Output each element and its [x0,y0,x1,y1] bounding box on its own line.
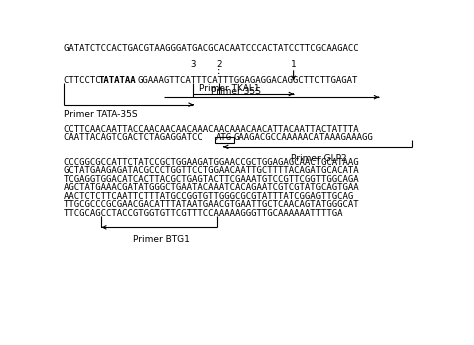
Text: TATATAA: TATATAA [98,76,136,85]
Bar [215,137,234,143]
Text: GATATCTCCACTGACGTAAGGGATGACGCACAATCCCACTATCCTTCGCAAGACC: GATATCTCCACTGACGTAAGGGATGACGCACAATCCCACT… [64,44,359,53]
Text: CTTCCTC: CTTCCTC [64,76,101,85]
Text: CCCGGCGCCATTCTATCCGCTGGAAGATGGAACCGCTGGAGAGCAACTGCATAAG: CCCGGCGCCATTCTATCCGCTGGAAGATGGAACCGCTGGA… [64,158,359,167]
Text: Primer GLP2: Primer GLP2 [291,154,346,162]
Text: Primer TATA-35S: Primer TATA-35S [64,110,137,119]
Text: GGAAAGTTCATTTCATTTGGAGAGGACAGGCTTCTTGAGAT: GGAAAGTTCATTTCATTTGGAGAGGACAGGCTTCTTGAGA… [138,76,358,85]
Text: Primer 35S: Primer 35S [210,87,261,96]
Text: :: : [216,67,222,76]
Text: AACTCTCTTCAATTCTTTATGCCGGTGTTGGGCGCGTATTTATCGGAGTTGCAG: AACTCTCTTCAATTCTTTATGCCGGTGTTGGGCGCGTATT… [64,192,354,201]
Text: 3: 3 [191,60,196,69]
Text: CCTTCAACAATTACCAACAACAACAAACAACAAACAACATTACAATTACTATTTA: CCTTCAACAATTACCAACAACAACAAACAACAAACAACAT… [64,125,359,134]
Text: CAATTACAGTCGACTCTAGAGGATCC: CAATTACAGTCGACTCTAGAGGATCC [64,133,203,142]
Text: GCTATGAAGAGATACGCCCTGGTTCCTGGAACAATTGCTTTTACAGATGCACATA: GCTATGAAGAGATACGCCCTGGTTCCTGGAACAATTGCTT… [64,166,359,175]
Text: Primer TKAL1: Primer TKAL1 [199,85,259,93]
Text: 1: 1 [291,60,296,69]
Text: TCGAGGTGGACATCACTTACGCTGAGTACTTCGAAATGTCCGTTCGGTTGGCAGA: TCGAGGTGGACATCACTTACGCTGAGTACTTCGAAATGTC… [64,175,359,184]
Text: AGCTATGAAACGATATGGGCTGAATACAAATCACAGAATCGTCGTATGCAGTGAA: AGCTATGAAACGATATGGGCTGAATACAAATCACAGAATC… [64,184,359,193]
Text: TTCGCAGCCTACCGTGGTGTTCGTTTCCAAAAAGGGTTGCAAAAAATTTTGA: TTCGCAGCCTACCGTGGTGTTCGTTTCCAAAAAGGGTTGC… [64,209,343,218]
Text: TTGCGCCCGCGAACGACATTTATAATGAACGTGAATTGCTCAACAGTATGGGCAT: TTGCGCCCGCGAACGACATTTATAATGAACGTGAATTGCT… [64,200,359,209]
Text: Primer BTG1: Primer BTG1 [133,235,190,244]
Text: 2: 2 [216,60,222,69]
Text: GAAGACGCCAAAAACATAAAGAAAGG: GAAGACGCCAAAAACATAAAGAAAGG [234,133,374,142]
Text: ATG: ATG [215,133,231,142]
